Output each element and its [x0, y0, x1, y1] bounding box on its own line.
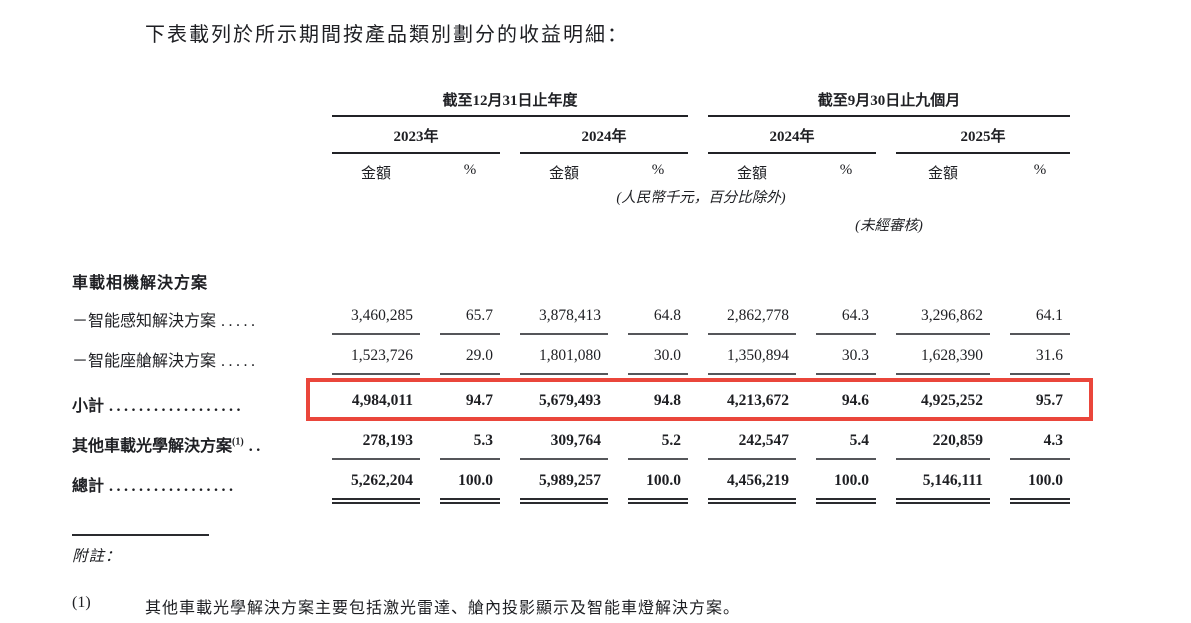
amount-cell: 1,628,390 — [896, 335, 990, 375]
percent-cell: 64.8 — [628, 295, 688, 335]
amount-cell: 5,262,204 — [332, 460, 420, 500]
amount-cell: 5,989,257 — [520, 460, 608, 500]
percent-cell: 94.8 — [653, 392, 681, 409]
total-double-rule — [816, 500, 876, 504]
spacer-cell — [72, 89, 312, 117]
amount-cell: 5,679,493 — [539, 392, 601, 409]
amount-cell: 1,801,080 — [520, 335, 608, 375]
leader-dots: ................. — [109, 478, 237, 495]
col-header-amount: 金額 — [360, 166, 391, 182]
percent-cell: 100.0 — [440, 460, 500, 500]
row-label-smart-cockpit: －智能座艙解決方案..... — [72, 335, 312, 375]
percent-cell: 100.0 — [1010, 460, 1070, 500]
revenue-breakdown-table: 截至12月31日止年度 截至9月30日止九個月 2023年 2024年 2024… — [72, 89, 1191, 504]
amount-cell: 220,859 — [896, 420, 990, 460]
amount-cell: 1,523,726 — [332, 335, 420, 375]
amount-cell: 3,460,285 — [332, 295, 420, 335]
spacer-cell — [72, 183, 312, 207]
total-double-rule — [1010, 500, 1070, 504]
spacer-cell — [72, 500, 312, 504]
footnote-ref: (1) — [232, 436, 244, 448]
row-label-smart-sensing: －智能感知解決方案..... — [72, 295, 312, 335]
footnote-text: 其他車載光學解決方案主要包括激光雷達、艙內投影顯示及智能車燈解決方案。 — [145, 600, 741, 617]
percent-cell: 65.7 — [440, 295, 500, 335]
spacer-cell — [72, 207, 688, 235]
percent-cell: 30.3 — [816, 335, 876, 375]
footnote-divider — [72, 534, 209, 536]
row-label-total: 總計................. — [72, 460, 312, 500]
leader-dots: ..... — [221, 313, 259, 330]
leader-dots: .. — [248, 438, 264, 455]
amount-cell: 5,146,111 — [896, 460, 990, 500]
percent-cell: 95.7 — [1035, 392, 1063, 409]
currency-unit-note: (人民幣千元，百分比除外) — [616, 190, 786, 206]
total-double-rule — [440, 500, 500, 504]
row-label-text: 小計 — [72, 398, 105, 415]
table-grid: 截至12月31日止年度 截至9月30日止九個月 2023年 2024年 2024… — [72, 89, 1093, 504]
total-double-rule — [896, 500, 990, 504]
leader-dots: ..... — [221, 353, 259, 370]
amount-cell: 3,878,413 — [520, 295, 608, 335]
amount-cell: 3,296,862 — [896, 295, 990, 335]
total-double-rule — [628, 500, 688, 504]
row-label-text: －智能座艙解決方案 — [72, 353, 217, 370]
spacer-cell — [72, 154, 312, 183]
amount-cell: 4,456,219 — [708, 460, 796, 500]
total-double-rule — [332, 500, 420, 504]
amount-cell: 278,193 — [332, 420, 420, 460]
intro-text: 下表載列於所示期間按產品類別劃分的收益明細： — [145, 24, 629, 46]
col-year-2023: 2023年 — [332, 117, 500, 154]
col-group-year-ended: 截至12月31日止年度 — [332, 89, 688, 117]
row-label-text: 總計 — [72, 478, 105, 495]
amount-cell: 4,213,672 — [727, 392, 789, 409]
percent-cell: 5.2 — [628, 420, 688, 460]
percent-cell: 100.0 — [628, 460, 688, 500]
leader-dots: .................. — [109, 398, 245, 415]
footnote-number: (1) — [72, 594, 91, 611]
percent-cell: 100.0 — [816, 460, 876, 500]
col-group-nine-months: 截至9月30日止九個月 — [708, 89, 1070, 117]
percent-cell: 94.6 — [841, 392, 869, 409]
percent-cell: 4.3 — [1010, 420, 1070, 460]
amount-cell: 1,350,894 — [708, 335, 796, 375]
col-header-amount: 金額 — [736, 166, 767, 182]
percent-cell: 5.4 — [816, 420, 876, 460]
percent-cell: 31.6 — [1010, 335, 1070, 375]
spacer-cell — [72, 117, 312, 154]
row-label-subtotal: 小計.................. — [72, 380, 312, 420]
total-double-rule — [708, 500, 796, 504]
amount-cell: 309,764 — [520, 420, 608, 460]
col-header-amount: 金額 — [927, 166, 958, 182]
total-double-rule — [520, 500, 608, 504]
section-header-vehicle-camera: 車載相機解決方案 — [72, 275, 209, 292]
amount-cell: 2,862,778 — [708, 295, 796, 335]
col-header-percent: % — [463, 162, 477, 178]
row-label-text: －智能感知解決方案 — [72, 313, 217, 330]
percent-cell: 30.0 — [628, 335, 688, 375]
percent-cell: 94.7 — [465, 392, 493, 409]
percent-cell: 64.1 — [1010, 295, 1070, 335]
row-label-text: 其他車載光學解決方案 — [72, 438, 233, 455]
col-header-amount: 金額 — [548, 166, 579, 182]
footnotes-heading: 附註： — [72, 548, 122, 565]
unaudited-note: (未經審核) — [855, 218, 923, 234]
col-header-percent: % — [839, 162, 853, 178]
percent-cell: 29.0 — [440, 335, 500, 375]
row-label-other-optical: 其他車載光學解決方案(1).. — [72, 420, 312, 460]
footnote-item: (1) 其他車載光學解決方案主要包括激光雷達、艙內投影顯示及智能車燈解決方案。 — [72, 594, 1191, 618]
col-year-2025: 2025年 — [896, 117, 1070, 154]
percent-cell: 64.3 — [816, 295, 876, 335]
col-year-2024-9m: 2024年 — [708, 117, 876, 154]
amount-cell: 4,925,252 — [921, 392, 983, 409]
amount-cell: 242,547 — [708, 420, 796, 460]
col-year-2024: 2024年 — [520, 117, 688, 154]
col-header-percent: % — [1033, 162, 1047, 178]
amount-cell: 4,984,011 — [351, 392, 413, 409]
percent-cell: 5.3 — [440, 420, 500, 460]
col-header-percent: % — [651, 162, 665, 178]
